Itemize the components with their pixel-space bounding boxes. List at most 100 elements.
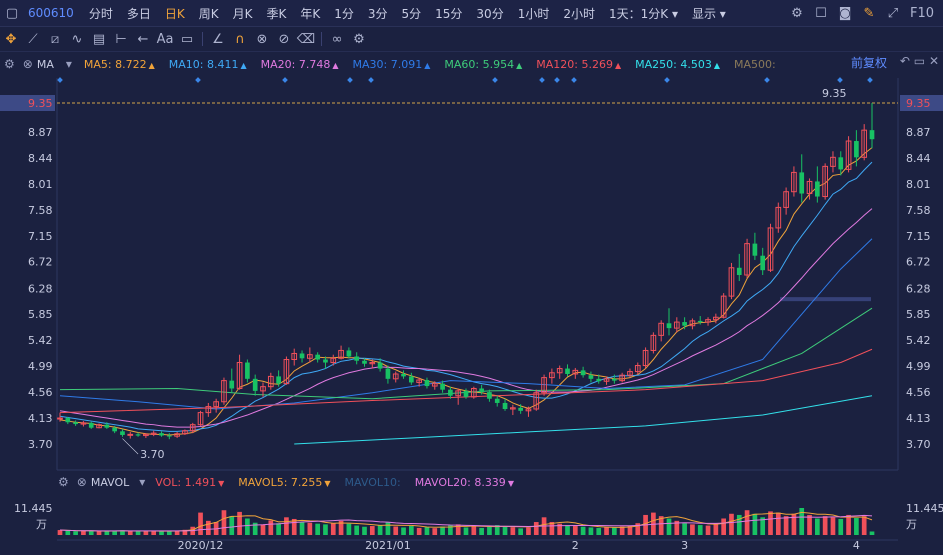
wave-tool-icon[interactable]: ∿ bbox=[71, 31, 83, 47]
crosshair-icon[interactable]: ✥ bbox=[5, 31, 17, 47]
event-marker bbox=[554, 77, 560, 83]
camera-icon[interactable]: ◙ bbox=[838, 5, 852, 21]
hide-icon[interactable]: ⊘ bbox=[278, 31, 290, 47]
period-tab[interactable]: 5分 bbox=[401, 6, 422, 21]
magnet-icon[interactable]: ∩ bbox=[235, 31, 245, 47]
period-tab[interactable]: 年K bbox=[300, 6, 321, 21]
legend-item[interactable]: MAVOL20: 8.339 ▼ bbox=[415, 476, 514, 489]
volume-bar bbox=[276, 523, 281, 535]
period-tab[interactable]: 周K bbox=[198, 6, 219, 21]
legend-item[interactable]: MA500: bbox=[734, 58, 776, 71]
stock-code[interactable]: 600610 bbox=[28, 6, 74, 20]
legend-panel-close-icon[interactable]: ✕ bbox=[928, 54, 939, 68]
event-marker bbox=[282, 77, 288, 83]
checkbox-icon[interactable]: ☐ bbox=[815, 5, 827, 21]
volume-bar bbox=[854, 518, 859, 535]
period-dropdown[interactable]: 1天：1分K ▾ bbox=[608, 6, 678, 21]
fib-tool-icon[interactable]: ▤ bbox=[92, 31, 106, 47]
candle-body bbox=[143, 433, 149, 437]
event-marker bbox=[867, 77, 873, 83]
period-tab[interactable]: 分时 bbox=[88, 6, 113, 21]
comment-tool-icon[interactable]: ▭ bbox=[180, 31, 194, 47]
volume-bar bbox=[166, 530, 172, 535]
lock-icon[interactable]: ⊗ bbox=[256, 31, 268, 47]
period-tabs: 分时 多日 日K 周K 月K 季K 年K 1分 3分 5分 15分 30分 1小时 2小时 bbox=[82, 5, 602, 22]
volume-bar bbox=[88, 530, 94, 535]
period-tab[interactable]: 15分 bbox=[435, 6, 463, 21]
link-icon[interactable]: ∞ bbox=[331, 31, 343, 47]
candle-body bbox=[838, 157, 844, 170]
current-price-left: 9.35 bbox=[28, 97, 53, 110]
pen-icon[interactable]: ✎ bbox=[863, 5, 875, 21]
arrow-tool-icon[interactable]: ← bbox=[137, 31, 149, 47]
channel-tool-icon[interactable]: ⧄ bbox=[50, 31, 60, 47]
period-tab[interactable]: 多日 bbox=[126, 6, 151, 21]
legend-close-icon[interactable]: ⊗ bbox=[22, 57, 33, 71]
candle-body bbox=[455, 390, 462, 397]
draw-settings-icon[interactable]: ⚙ bbox=[353, 31, 365, 47]
undo-icon[interactable]: ↶ bbox=[899, 54, 910, 68]
volume-bar bbox=[338, 520, 344, 535]
y-tick-label-right: 4.13 bbox=[906, 412, 931, 425]
legend-item[interactable]: MA30: 7.091 ▲ bbox=[353, 58, 431, 71]
range-tool-icon[interactable]: ⊢ bbox=[115, 31, 127, 47]
ruler-icon[interactable]: ∠ bbox=[212, 31, 224, 47]
drawing-toolbar: ✥ ⟋ ⧄ ∿ ▤ ⊢ ← Aa ▭ ∠ ∩ ⊗ ⊘ ⌫ ∞ ⚙ bbox=[0, 27, 943, 52]
legend-settings-icon[interactable]: ⚙ bbox=[4, 57, 15, 71]
legend-item[interactable]: MAVOL5: 7.255 ▼ bbox=[238, 476, 330, 489]
legend-item[interactable]: MAVOL10: bbox=[345, 476, 401, 489]
volume-bar bbox=[596, 527, 602, 535]
trash-icon[interactable]: ⌫ bbox=[296, 31, 316, 47]
volume-bar bbox=[487, 526, 492, 535]
legend-item[interactable]: MA60: 5.954 ▲ bbox=[444, 58, 522, 71]
candle-body bbox=[494, 398, 500, 403]
candle-body bbox=[260, 386, 266, 392]
candle-body bbox=[470, 387, 477, 398]
chevron-down-icon[interactable]: ▾ bbox=[65, 57, 72, 71]
volume-bar bbox=[768, 511, 773, 535]
text-tool-icon[interactable]: Aa bbox=[156, 31, 174, 47]
volume-close-icon[interactable]: ⊗ bbox=[76, 475, 87, 489]
volume-bar bbox=[752, 513, 758, 535]
display-dropdown[interactable]: 显示 ▾ bbox=[691, 6, 726, 21]
window-icon[interactable]: ▢ bbox=[5, 5, 19, 21]
period-tab[interactable]: 日K bbox=[164, 6, 185, 21]
legend-item[interactable]: MA20: 7.748 ▲ bbox=[261, 58, 339, 71]
candle-body bbox=[713, 316, 719, 321]
y-tick-label-left: 5.85 bbox=[28, 308, 53, 321]
volume-bar bbox=[736, 514, 742, 535]
line-tool-icon[interactable]: ⟋ bbox=[28, 31, 38, 47]
candle-body bbox=[213, 401, 219, 408]
candle-body bbox=[166, 435, 172, 437]
legend-label: MAVOL5: 7.255 bbox=[238, 475, 323, 489]
candle-body bbox=[291, 352, 298, 361]
period-tab[interactable]: 1分 bbox=[334, 6, 354, 21]
chevron-down-icon[interactable]: ▾ bbox=[139, 475, 146, 489]
legend-indicator[interactable]: MA bbox=[36, 57, 54, 71]
period-tab[interactable]: 月K bbox=[232, 6, 253, 21]
candle-body bbox=[431, 383, 438, 387]
adjust-button[interactable]: 前复权 bbox=[850, 56, 887, 70]
f10-button[interactable]: F10 bbox=[909, 5, 935, 21]
minimize-icon[interactable]: ▭ bbox=[913, 54, 926, 68]
legend-item[interactable]: MA250: 4.503 ▲ bbox=[635, 58, 720, 71]
legend-label: MA30: 7.091 bbox=[352, 57, 423, 71]
period-tab[interactable]: 1小时 bbox=[517, 6, 550, 21]
volume-bar bbox=[401, 527, 406, 535]
legend-item[interactable]: VOL: 1.491 ▼ bbox=[155, 476, 224, 489]
x-tick-label: 2020/12 bbox=[178, 539, 224, 552]
settings-icon[interactable]: ⚙ bbox=[791, 5, 803, 21]
volume-settings-icon[interactable]: ⚙ bbox=[58, 475, 69, 489]
period-tab[interactable]: 季K bbox=[266, 6, 287, 21]
y-tick-label-right: 5.42 bbox=[906, 334, 931, 347]
legend-item[interactable]: MA5: 8.722 ▲ bbox=[84, 58, 155, 71]
period-tab[interactable]: 30分 bbox=[476, 6, 504, 21]
period-tab[interactable]: 2小时 bbox=[563, 6, 595, 21]
period-tab[interactable]: 3分 bbox=[367, 6, 388, 21]
volume-indicator[interactable]: MAVOL bbox=[90, 475, 130, 489]
legend-item[interactable]: MA120: 5.269 ▲ bbox=[536, 58, 621, 71]
legend-item[interactable]: MA10: 8.411 ▲ bbox=[169, 58, 247, 71]
candle-body bbox=[518, 407, 523, 411]
fullscreen-icon[interactable]: ⤢ bbox=[887, 5, 899, 21]
